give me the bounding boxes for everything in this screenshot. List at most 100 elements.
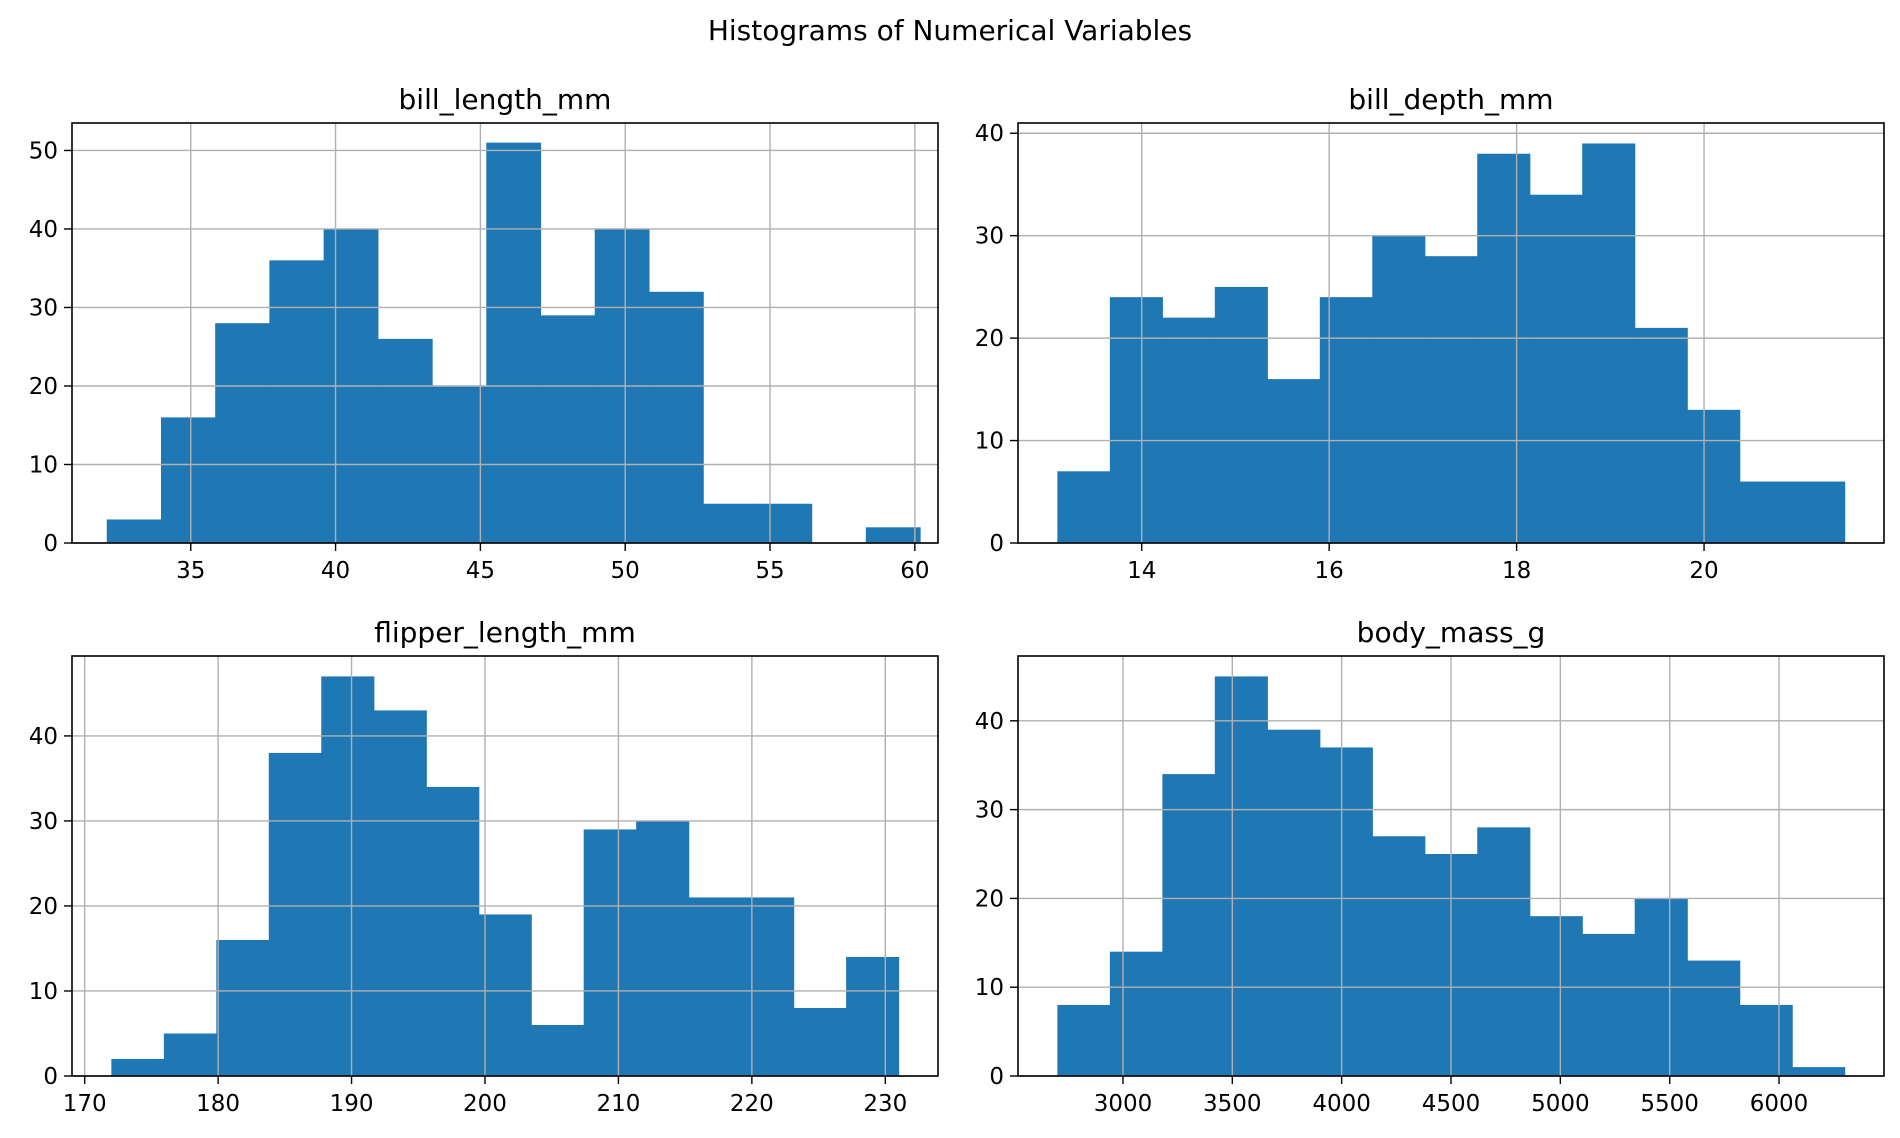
histogram-bar <box>321 676 375 1076</box>
y-tick-label: 40 <box>29 217 58 243</box>
histogram-bar <box>269 260 325 543</box>
histogram-bar <box>1319 747 1373 1076</box>
x-tick-label: 170 <box>63 1091 107 1117</box>
histogram-bar <box>1214 286 1268 543</box>
histogram-bar <box>1739 1004 1793 1076</box>
histogram-bar <box>540 315 596 543</box>
x-tick-label: 180 <box>196 1091 240 1117</box>
histogram-bar <box>163 1033 217 1076</box>
y-tick-label: 20 <box>29 894 58 920</box>
x-tick-label: 3000 <box>1094 1091 1153 1117</box>
x-tick-label: 210 <box>596 1091 640 1117</box>
y-tick-label: 50 <box>29 138 58 164</box>
y-tick-label: 10 <box>975 429 1004 455</box>
histogram-bar <box>1057 471 1111 543</box>
histogram-bar <box>1372 235 1426 543</box>
panel-body-mass: 3000 3500 4000 4500 5000 5500 6000 0 10 20 30 40 bod… <box>975 616 1885 1117</box>
x-tick-label: 55 <box>755 558 784 584</box>
histogram-bar <box>1162 774 1216 1076</box>
x-tick-label: 220 <box>730 1091 774 1117</box>
y-tick-label: 10 <box>975 975 1004 1001</box>
panel-flipper-length: 170 180 190 200 210 220 230 0 10 20 30 40 flipper_le… <box>29 616 939 1117</box>
histogram-bar <box>703 503 758 543</box>
x-tick-label: 4000 <box>1312 1091 1371 1117</box>
histogram-bar <box>160 417 216 543</box>
histogram-bar <box>1372 836 1426 1076</box>
histogram-bar <box>478 914 532 1076</box>
panel-title: flipper_length_mm <box>374 616 636 649</box>
histogram-bar <box>757 503 813 543</box>
histogram-bar <box>1109 951 1163 1076</box>
y-tick-label: 40 <box>29 724 58 750</box>
x-tick-label: 200 <box>463 1091 507 1117</box>
x-tick-label: 6000 <box>1750 1091 1809 1117</box>
histogram-bar <box>1634 327 1688 543</box>
x-tick-label: 35 <box>176 558 205 584</box>
histogram-bar <box>426 786 480 1076</box>
histogram-bar <box>583 829 637 1076</box>
histogram-bar <box>1267 729 1321 1076</box>
x-tick-label: 230 <box>863 1091 907 1117</box>
y-tick-label: 40 <box>975 121 1004 147</box>
axes-frame <box>71 122 939 544</box>
histogram-bar <box>1582 933 1636 1076</box>
histogram-bar <box>373 710 427 1076</box>
x-tick-label: 20 <box>1689 558 1718 584</box>
panel-bill-depth: 14 16 18 20 0 10 20 30 40 bill_depth_mm <box>975 83 1885 584</box>
histogram-bar <box>793 1007 847 1076</box>
x-tick-label: 3500 <box>1203 1091 1262 1117</box>
histogram-bar <box>1109 297 1163 543</box>
x-tick-label: 14 <box>1127 558 1156 584</box>
histogram-bar <box>111 1059 165 1076</box>
y-tick-label: 0 <box>989 1064 1004 1090</box>
y-tick-label: 20 <box>975 326 1004 352</box>
y-tick-label: 30 <box>975 224 1004 250</box>
x-tick-label: 45 <box>466 558 495 584</box>
x-tick-label: 50 <box>611 558 640 584</box>
histogram-bar <box>636 820 690 1076</box>
histogram-bar <box>1687 960 1741 1076</box>
histogram-bar <box>1477 153 1531 544</box>
y-tick-label: 30 <box>29 295 58 321</box>
x-tick-label: 4500 <box>1422 1091 1481 1117</box>
histogram-bar <box>1792 481 1846 543</box>
histogram-bar <box>377 338 433 543</box>
x-tick-label: 16 <box>1315 558 1344 584</box>
histogram-bar <box>486 142 542 543</box>
axes-frame <box>1017 122 1885 544</box>
x-tick-label: 5500 <box>1640 1091 1699 1117</box>
histogram-bar <box>1214 676 1268 1076</box>
histogram-bar <box>741 897 795 1076</box>
panel-title: bill_length_mm <box>399 83 612 116</box>
histogram-bar <box>215 323 271 543</box>
x-tick-label: 40 <box>321 558 350 584</box>
histogram-bar <box>1529 194 1583 543</box>
y-tick-label: 10 <box>29 979 58 1005</box>
histogram-bar <box>106 519 162 543</box>
x-tick-label: 190 <box>330 1091 374 1117</box>
histogram-bar <box>1792 1067 1846 1076</box>
histogram-bar <box>688 897 742 1076</box>
panel-bill-length: 35 40 45 50 55 60 0 10 20 30 40 50 bill_length_mm <box>29 83 939 584</box>
x-tick-label: 60 <box>900 558 929 584</box>
histogram-bar <box>1582 143 1636 544</box>
histogram-bar <box>1739 481 1793 543</box>
histogram-bar <box>1057 1004 1111 1076</box>
panel-title: body_mass_g <box>1357 616 1546 649</box>
y-tick-label: 30 <box>975 798 1004 824</box>
axes-frame <box>71 655 939 1077</box>
y-tick-label: 20 <box>975 886 1004 912</box>
x-tick-label: 18 <box>1502 558 1531 584</box>
y-tick-label: 0 <box>989 531 1004 557</box>
histogram-bar <box>1477 827 1531 1076</box>
histogram-bar <box>1267 379 1321 543</box>
y-tick-label: 20 <box>29 374 58 400</box>
y-tick-label: 40 <box>975 709 1004 735</box>
y-tick-label: 0 <box>43 531 58 557</box>
histogram-bar <box>268 752 322 1076</box>
y-tick-label: 10 <box>29 452 58 478</box>
panel-title: bill_depth_mm <box>1348 83 1553 116</box>
y-tick-label: 30 <box>29 809 58 835</box>
histogram-bar <box>1424 256 1478 543</box>
histogram-bar <box>1529 916 1583 1076</box>
